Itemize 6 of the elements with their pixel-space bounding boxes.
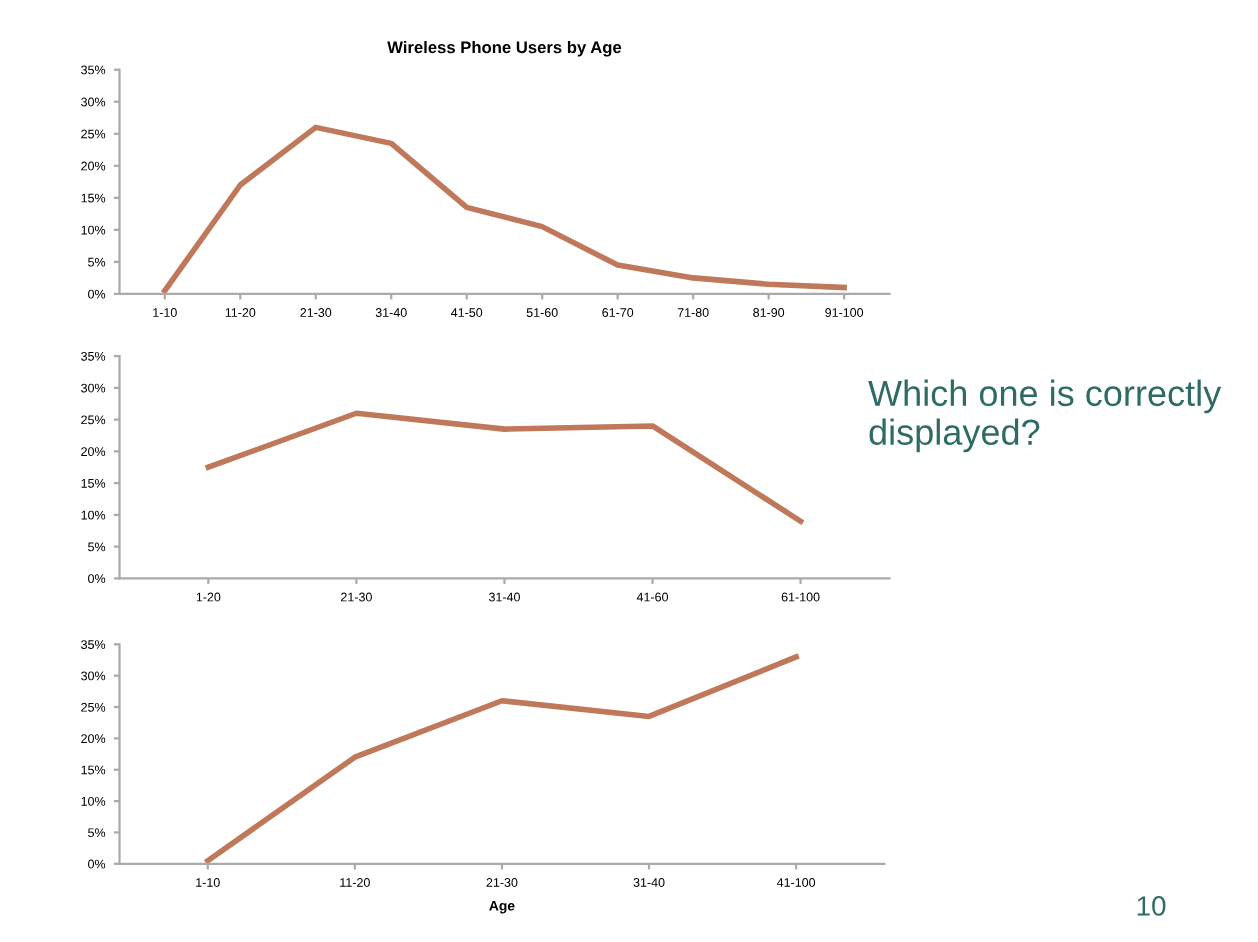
text: 10 (1137, 896, 1166, 916)
annotation: Which one is correctly displayed? (868, 379, 1222, 453)
line-series (162, 124, 847, 294)
line-series (204, 654, 799, 864)
chart-title: Wireless Phone Users by Age (387, 40, 622, 57)
line-series (205, 410, 804, 524)
